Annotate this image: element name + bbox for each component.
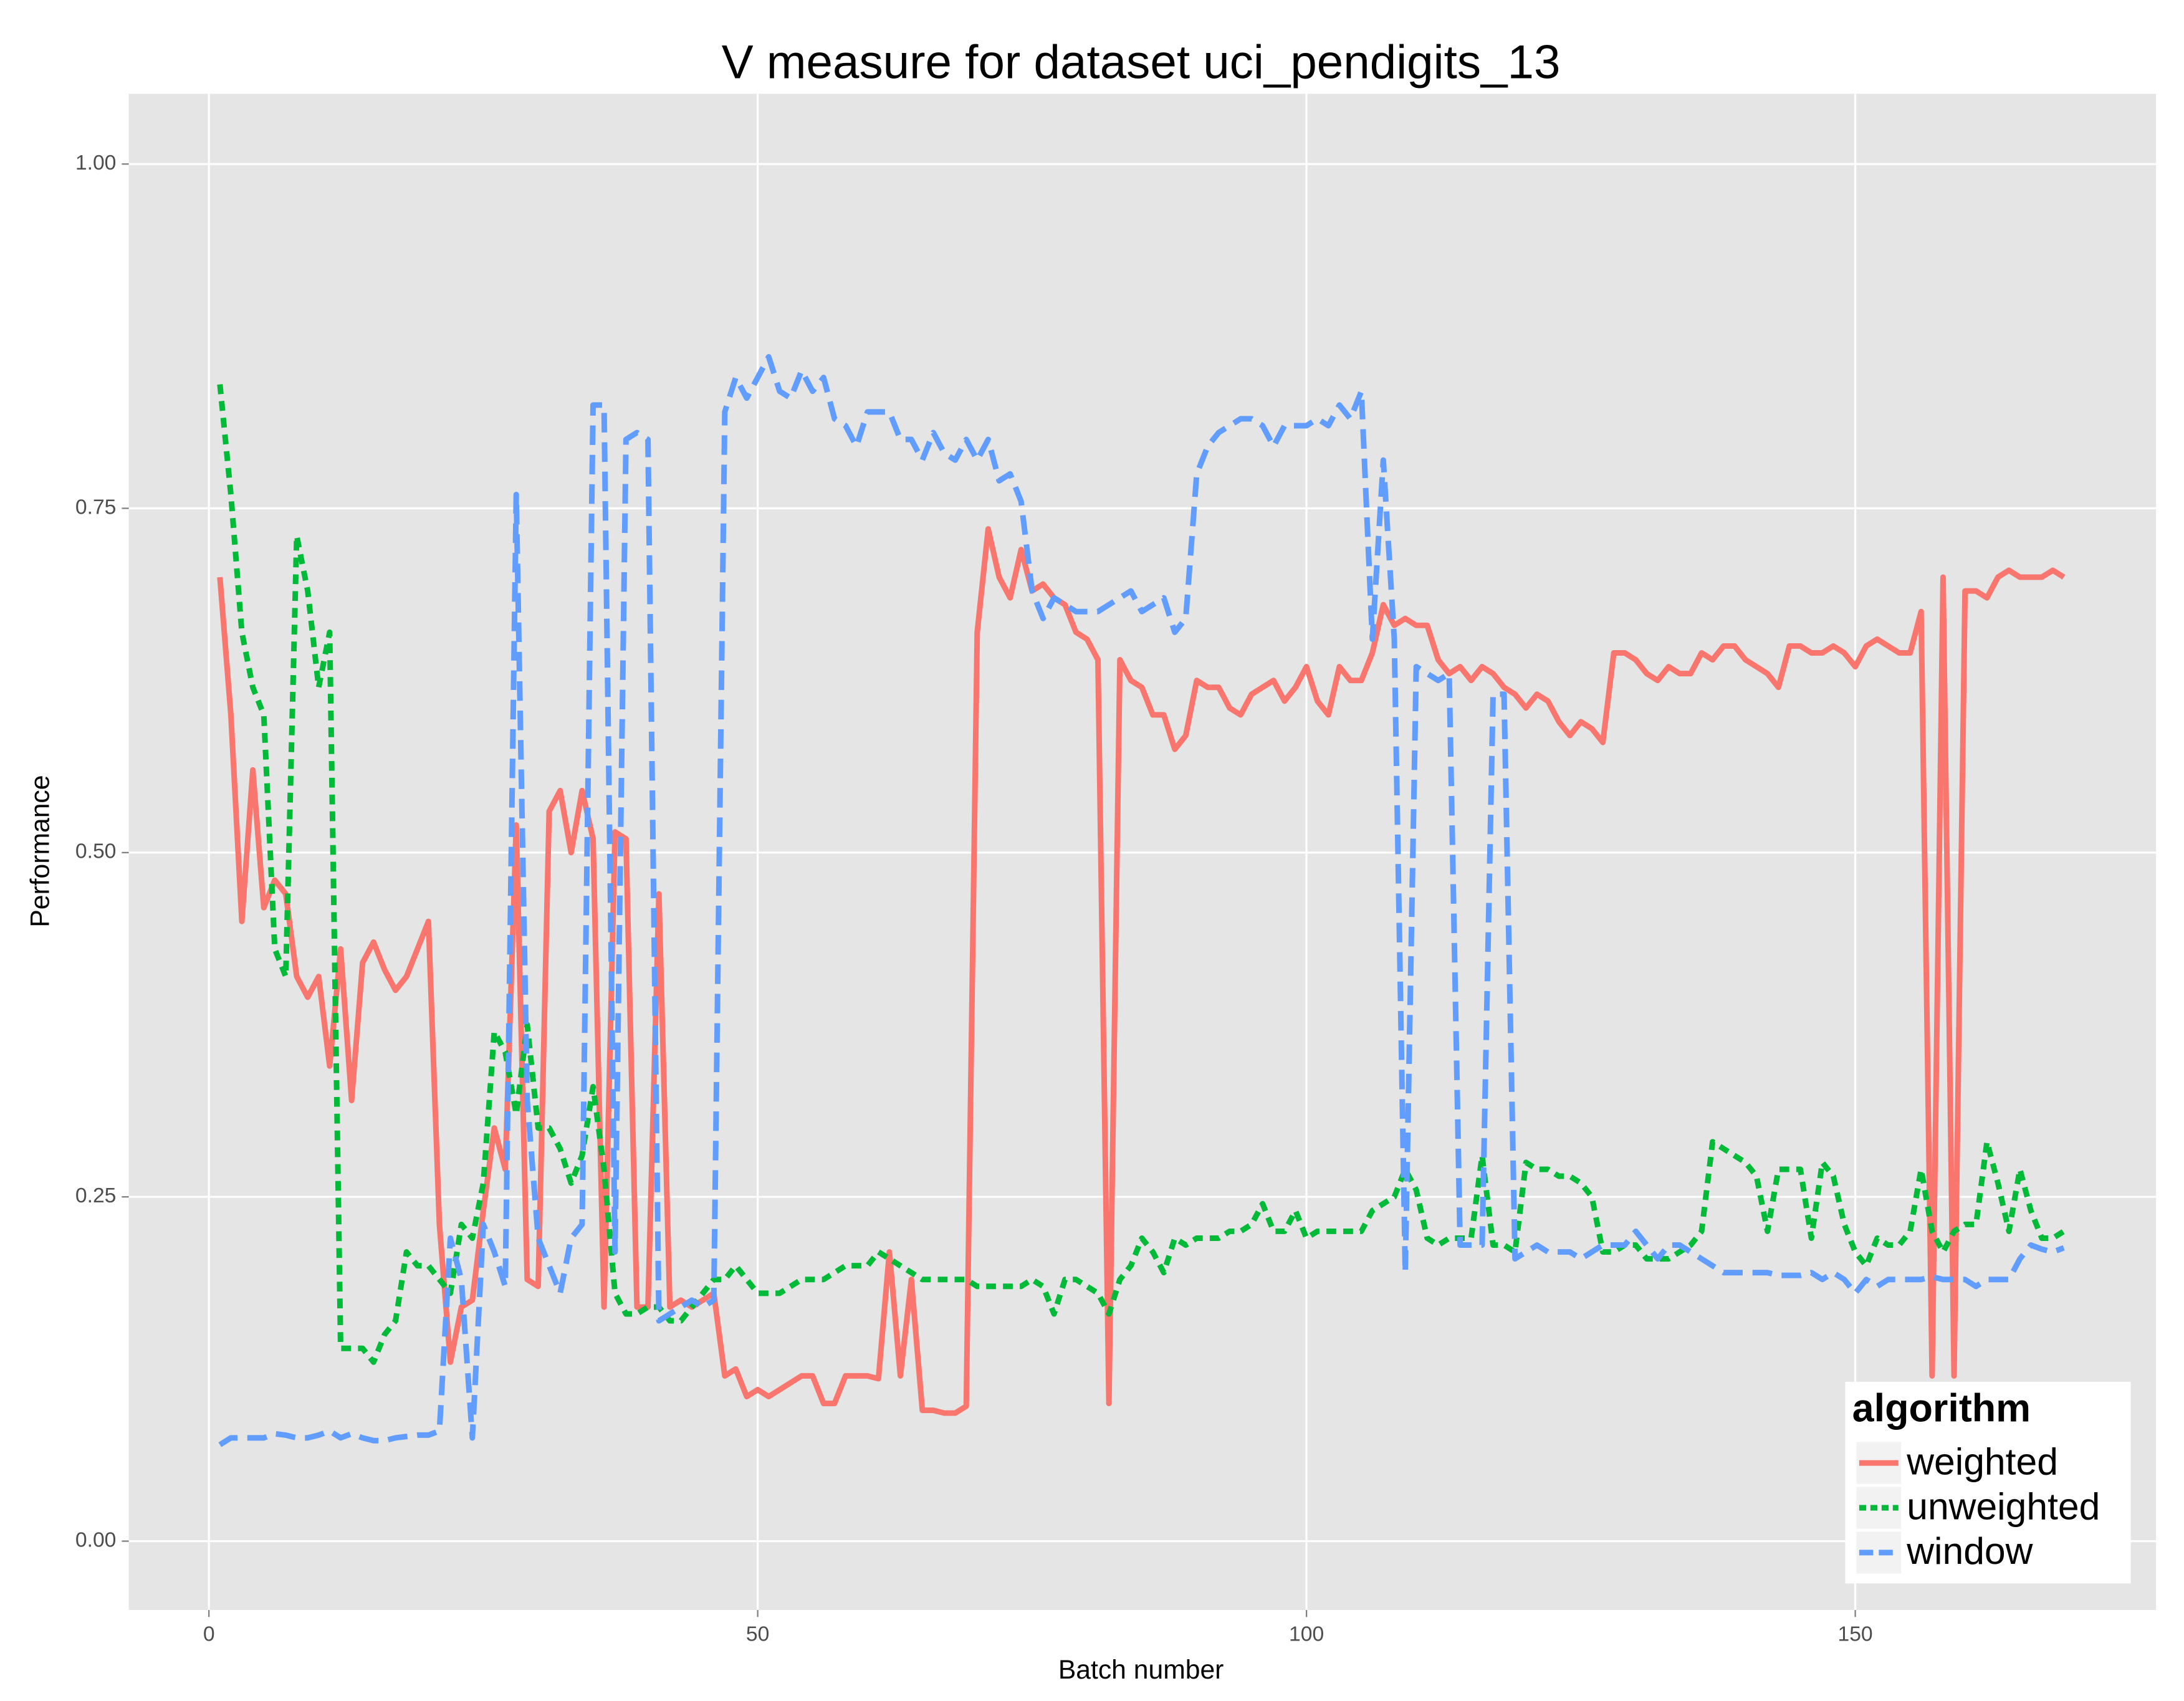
- legend-label: window: [1906, 1530, 2033, 1572]
- legend-label: unweighted: [1907, 1485, 2100, 1527]
- y-axis-label: Performance: [26, 775, 55, 927]
- x-tick-label: 50: [746, 1622, 769, 1646]
- x-tick-label: 150: [1837, 1622, 1872, 1646]
- chart-title: V measure for dataset uci_pendigits_13: [722, 36, 1561, 89]
- y-tick-label: 0.00: [75, 1528, 117, 1551]
- series-line: [217, 384, 2066, 1365]
- grid: [128, 93, 2157, 1611]
- series-line: [218, 353, 2065, 1447]
- series-line: [217, 526, 2066, 1416]
- y-tick-label: 1.00: [75, 151, 117, 175]
- y-tick-label: 0.50: [75, 840, 117, 863]
- x-axis-label: Batch number: [1058, 1655, 1224, 1685]
- x-tick-label: 0: [203, 1622, 215, 1646]
- y-tick-label: 0.25: [75, 1184, 117, 1207]
- legend-label: weighted: [1906, 1440, 2058, 1482]
- lines: [217, 353, 2066, 1447]
- y-tick-label: 0.75: [75, 496, 117, 519]
- legend-title: algorithm: [1852, 1387, 2031, 1430]
- x-tick-label: 100: [1289, 1622, 1324, 1646]
